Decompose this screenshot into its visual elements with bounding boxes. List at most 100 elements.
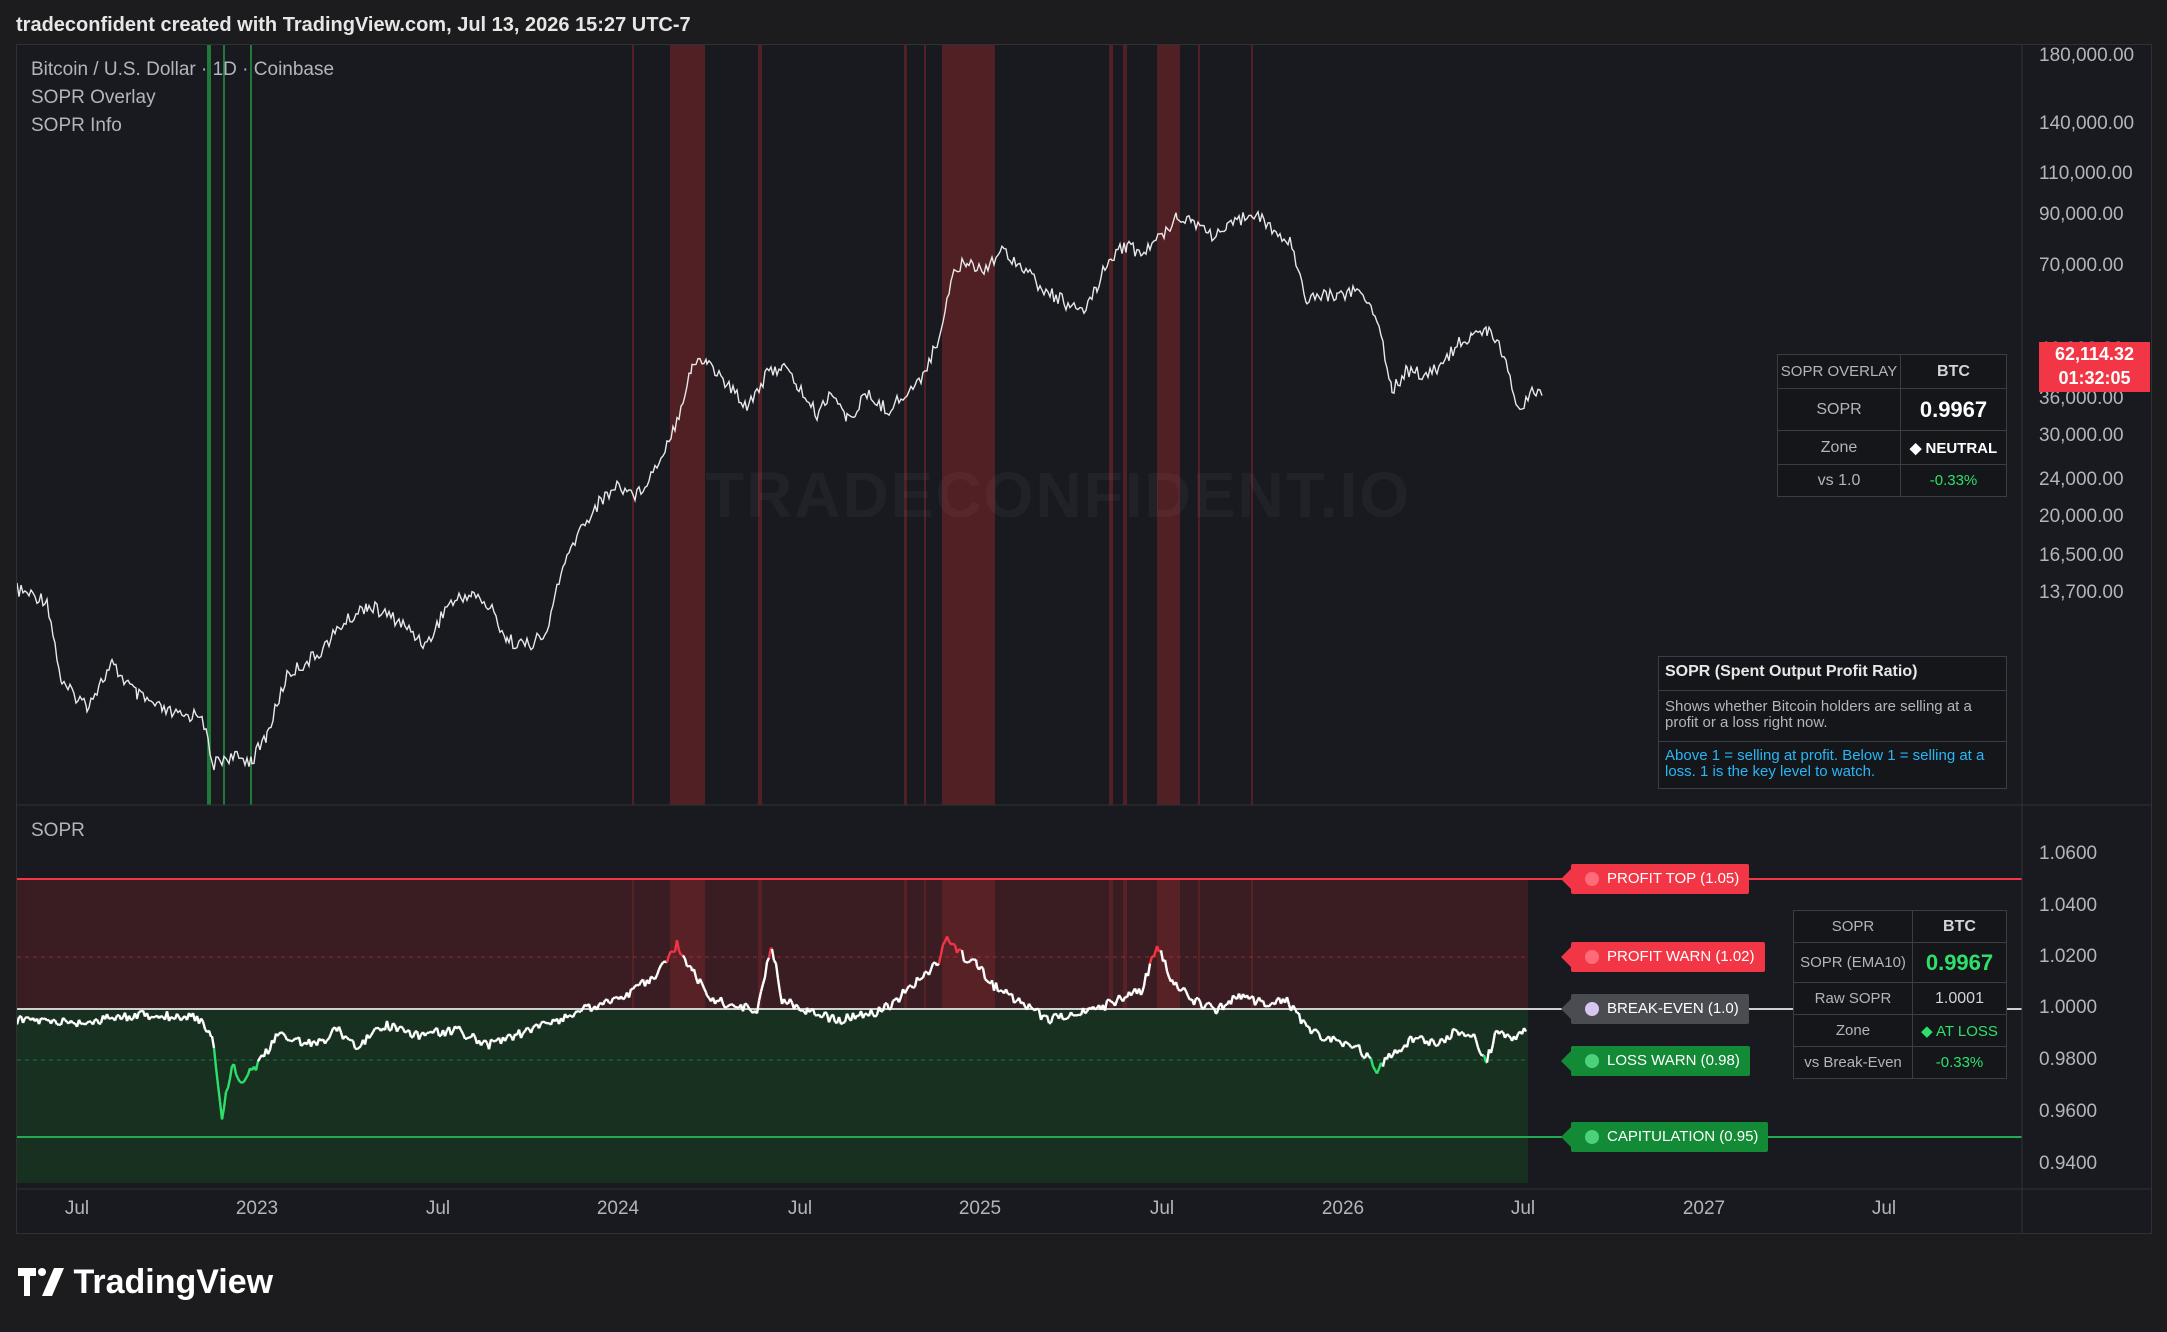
sopr-segment [963, 960, 967, 964]
tradingview-logo[interactable]: TradingView [18, 1262, 273, 1302]
symbol-legend[interactable]: Bitcoin / U.S. Dollar · 1D · Coinbase [31, 59, 335, 80]
sopr-segment [939, 944, 945, 955]
sopr-segment [1174, 981, 1180, 990]
sopr-segment [1522, 1027, 1528, 1033]
sopr-vs-label: vs Break-Even [1793, 1046, 1913, 1079]
last-price-tag: 62,114.32 01:32:05 [2039, 342, 2150, 392]
sopr-segment [590, 1007, 594, 1013]
sopr-segment [1066, 1015, 1070, 1020]
sopr-segment [278, 1031, 282, 1035]
sopr-segment [327, 1033, 333, 1039]
sopr-segment [986, 980, 990, 984]
sopr-segment [1350, 1045, 1354, 1050]
sopr-segment [1108, 998, 1112, 1003]
sopr-segment [967, 960, 971, 964]
sopr-segment [770, 948, 776, 961]
sopr-segment [1317, 1032, 1323, 1041]
tradingview-wordmark: TradingView [73, 1263, 274, 1301]
sopr-segment [759, 983, 765, 993]
sopr-segment [1013, 1000, 1017, 1004]
sopr-segment [609, 997, 615, 1004]
chart-frame[interactable]: Bitcoin / U.S. Dollar · 1D · Coinbase SO… [16, 44, 2152, 1234]
loss-band [1123, 45, 1127, 805]
overlay-legend[interactable]: SOPR Overlay [31, 87, 156, 108]
sopr-segment [576, 1009, 580, 1013]
sopr-axis-label: 1.0600 [2039, 843, 2098, 864]
loss-band [632, 45, 634, 805]
sopr-segment [351, 1040, 357, 1049]
sopr-info-box: SOPR (Spent Output Profit Ratio) Shows w… [1658, 656, 2007, 789]
sopr-segment [702, 987, 708, 993]
level-label: LOSS WARN (0.98) [1607, 1052, 1740, 1069]
sopr-segment [1291, 1004, 1297, 1010]
sopr-segment [677, 950, 683, 956]
chart-canvas[interactable] [17, 45, 2151, 1233]
sopr-segment [435, 1027, 441, 1037]
loss-band [1251, 45, 1253, 805]
sopr-segment [113, 1014, 119, 1022]
sopr-overlay-bands [207, 45, 1253, 805]
sopr-segment [1129, 991, 1135, 997]
sopr-segment [927, 968, 933, 976]
sopr-segment [903, 988, 909, 994]
sopr-segment [1273, 998, 1279, 1006]
sopr-segment [605, 998, 611, 1004]
sopr-segment [392, 1022, 396, 1026]
time-axis-label: 2027 [1682, 1198, 1726, 1219]
sopr-segment [82, 1022, 86, 1026]
sopr-segment [1336, 1038, 1340, 1042]
sopr-segment [180, 1017, 184, 1022]
sopr-segment [1365, 1052, 1371, 1058]
sopr-segment [494, 1038, 498, 1043]
sopr-segment [26, 1015, 30, 1020]
sopr-segment [1140, 985, 1146, 994]
level-tag: LOSS WARN (0.98) [1561, 1046, 1750, 1076]
sopr-segment [471, 1032, 477, 1038]
sopr-segment [1248, 996, 1252, 1001]
sopr-segment [657, 964, 663, 970]
sopr-segment [457, 1025, 463, 1031]
sopr-segment [1405, 1037, 1411, 1048]
sopr-segment [655, 969, 661, 976]
sopr-segment [799, 1009, 803, 1013]
sopr-segment [937, 954, 943, 964]
sopr-segment [62, 1016, 66, 1021]
sopr-segment [1449, 1028, 1455, 1039]
sopr-segment [880, 1009, 884, 1013]
sopr-segment [1152, 949, 1158, 958]
sopr-segment [354, 1047, 358, 1051]
sopr-segment [1198, 1000, 1204, 1009]
sopr-segment [84, 1022, 88, 1026]
sopr-segment [1498, 1030, 1502, 1035]
info-title: SOPR (Spent Output Profit Ratio) [1665, 663, 1918, 680]
sopr-segment [704, 992, 709, 997]
sopr-line [17, 935, 1528, 1120]
profit-band [250, 45, 252, 805]
sopr-segment [853, 1014, 859, 1020]
sopr-segment [1211, 1005, 1215, 1010]
sopr-segment [1332, 1035, 1336, 1040]
sopr-segment [981, 968, 987, 980]
info-key: Above 1 = selling at profit. Below 1 = s… [1665, 747, 1985, 780]
last-price-value: 62,114.32 [2054, 344, 2135, 364]
sopr-segment [1411, 1037, 1417, 1044]
sopr-segment [1368, 1055, 1372, 1060]
sopr-band [1251, 879, 1253, 1009]
sopr-segment [1334, 1037, 1338, 1042]
sopr-segment [960, 949, 966, 962]
sopr-segment [49, 1019, 55, 1025]
sopr-segment [130, 1017, 134, 1022]
profit-band [207, 45, 211, 805]
sopr-segment [686, 964, 690, 968]
loss-band [1109, 45, 1113, 805]
sopr-segment [1448, 1037, 1452, 1041]
sopr-segment [222, 1091, 228, 1108]
sopr-segment [282, 1032, 286, 1037]
sopr-segment [845, 1013, 851, 1019]
sopr-segment [487, 1039, 493, 1050]
sopr-ema-label: SOPR (EMA10) [1793, 942, 1913, 983]
sopr-band [904, 879, 907, 1009]
info-legend[interactable]: SOPR Info [31, 115, 122, 136]
sopr-segment [945, 935, 951, 942]
sopr-pane-title[interactable]: SOPR [31, 820, 85, 841]
